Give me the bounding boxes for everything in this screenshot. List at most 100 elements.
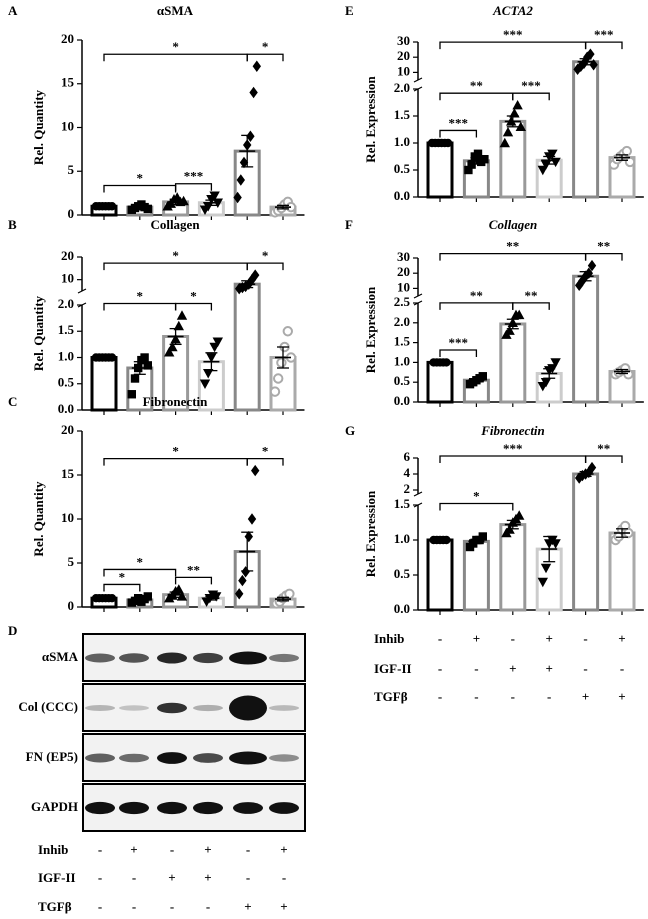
axis-break [77,288,87,294]
treatment-sign: - [583,631,587,646]
data-point [550,539,561,549]
panel-letter: C [8,394,17,409]
data-point [547,149,558,159]
significance-bracket [439,502,514,511]
blot-band [269,653,299,663]
y-tick-label: 5 [68,162,75,177]
data-point [284,588,295,599]
treatment-sign: + [280,842,287,857]
treatment-label: IGF-II [374,661,412,676]
error-bar [131,597,148,602]
data-point [173,320,184,331]
blot-row-label: GAPDH [31,799,78,814]
treatment-sign: + [473,631,480,646]
y-axis-label: Rel. Quantity [31,481,46,557]
treatment-label: Inhib [374,631,404,646]
data-point [241,566,250,578]
error-bar [96,205,112,208]
treatment-label: Inhib [38,842,68,857]
significance-label: ** [597,239,610,254]
bar [233,282,261,412]
panel-letter: A [8,3,18,18]
panel-letter: G [345,423,355,438]
data-point [587,259,597,272]
panel-letter: B [8,217,17,232]
treatment-sign: - [474,661,478,676]
y-tick-label: 30 [397,249,410,264]
data-point [143,592,152,601]
error-bar [167,327,184,346]
data-point [236,174,245,186]
error-bar [504,519,521,530]
treatment-sign: + [130,842,137,857]
significance-label: * [172,39,179,54]
y-tick-label: 1.5 [394,107,411,122]
error-bar [504,318,521,330]
chart-title: Collagen [150,217,200,232]
bar [535,158,563,199]
blot-band [229,751,267,765]
blot-band [193,652,223,664]
treatment-sign: - [438,689,442,704]
significance-label: ** [187,562,200,577]
y-tick-label: 2.0 [394,314,410,329]
significance-label: * [190,288,197,303]
blot-band [229,651,267,665]
significance-label: * [262,444,269,459]
treatment-sign: - [98,870,102,885]
significance-bracket [103,583,141,592]
y-tick-label: 1.0 [394,134,410,149]
y-tick-label: 0.5 [394,566,411,581]
bar [572,274,600,404]
data-point [239,156,249,169]
error-bar [239,134,256,168]
y-tick-label: 0.0 [394,188,410,203]
y-tick-label: 0 [68,598,75,613]
significance-label: * [137,554,144,569]
error-bar [275,346,291,369]
treatment-sign: - [132,870,136,885]
data-point [504,325,515,335]
data-point [235,588,244,600]
blot-band [85,653,115,663]
data-point [164,347,175,357]
treatment-sign: + [545,661,552,676]
y-tick-label: 1.5 [394,496,411,511]
error-bar [577,470,594,478]
data-point [233,191,242,204]
error-bar [203,595,220,601]
treatment-sign: - [511,631,515,646]
error-bar [203,199,220,207]
significance-label: *** [594,27,614,42]
y-tick-label: 5 [68,554,75,569]
data-point [587,461,597,474]
bar [426,141,454,199]
data-point [464,165,473,175]
data-point [514,309,525,320]
significance-label: *** [503,27,523,42]
axis-break [413,502,423,508]
chart-title: ACTA2 [492,3,533,18]
significance-bracket [439,41,587,50]
y-tick-label: 2.0 [58,296,74,311]
error-bar [468,538,485,545]
data-point [576,60,585,73]
significance-bracket [103,457,248,466]
significance-label: ** [525,288,538,303]
data-point [199,379,211,389]
significance-label: ** [597,441,610,456]
error-bar [614,154,630,161]
blot-band [119,653,149,663]
significance-label: * [172,248,179,263]
blot-band [119,801,149,815]
blot-row-label: Col (CCC) [18,699,78,714]
error-bar [275,204,291,210]
treatment-sign: + [204,842,211,857]
treatment-sign: - [438,661,442,676]
data-point [269,386,281,397]
y-tick-label: 1.5 [394,334,411,349]
data-point [589,59,598,71]
y-tick-label: 30 [397,33,410,48]
error-bar [577,58,594,66]
error-bar [275,596,291,602]
